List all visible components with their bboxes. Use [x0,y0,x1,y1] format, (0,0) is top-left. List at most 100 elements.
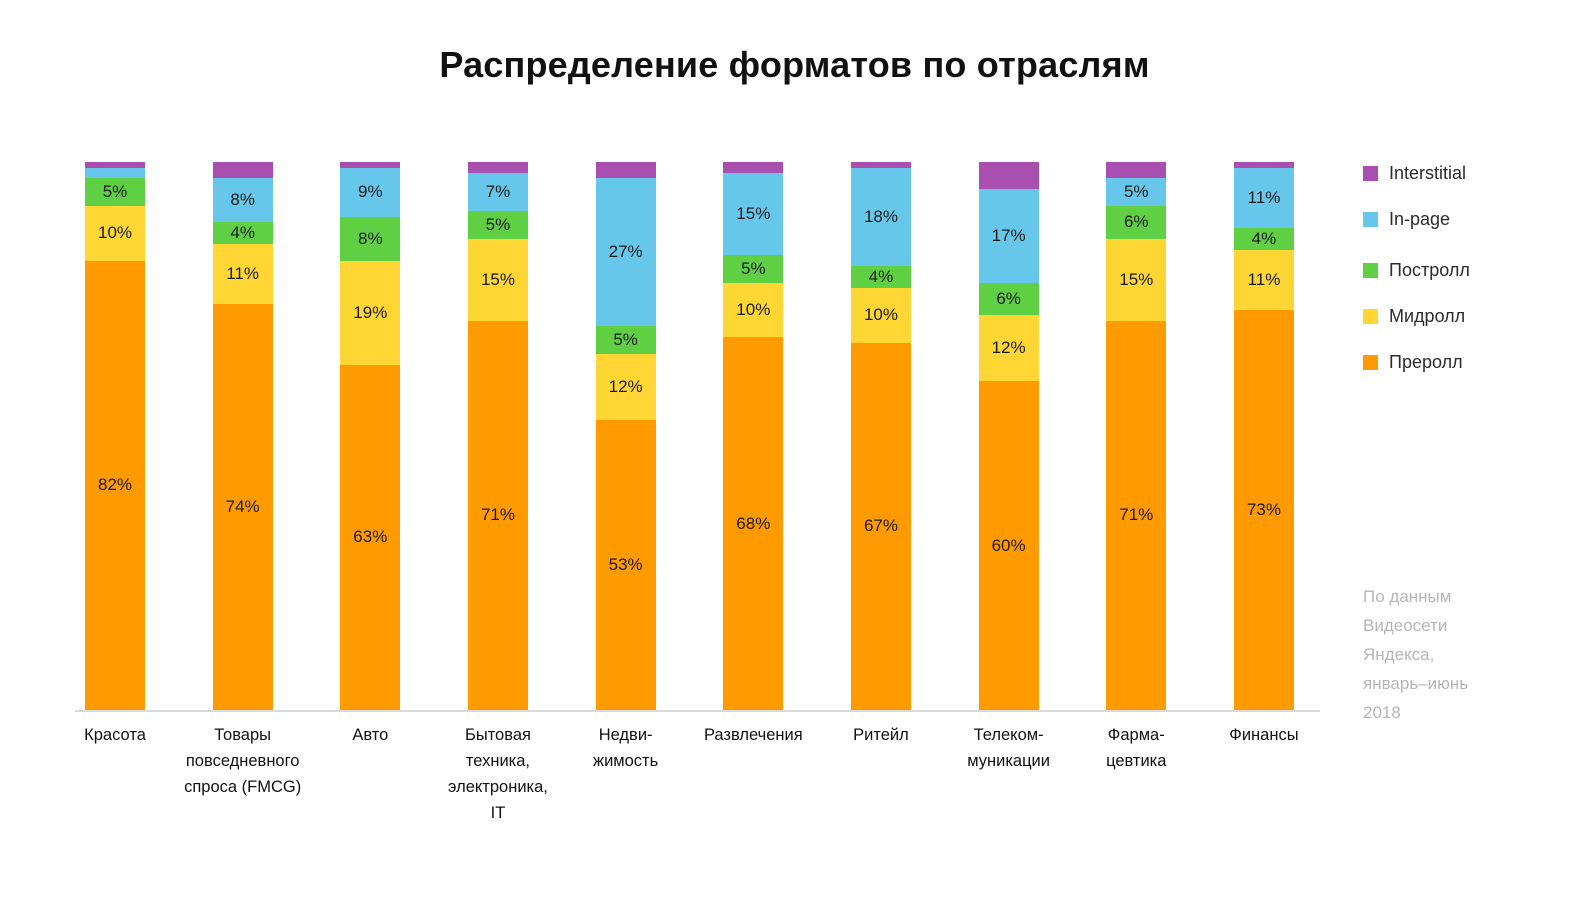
legend-item-preroll: Преролл [1363,347,1470,377]
plot-area: 82% 10% 5% 74% 11% 4% 8% 63% 19% 8% 9% 71% 15% 5% 7% 53… [75,162,1320,710]
legend-swatch-icon [1363,262,1378,278]
x-axis-label: Бытовая техника, электроника, IT [448,726,548,822]
bar-segment-postroll: 5% [723,255,784,283]
legend-label: Постролл [1389,259,1470,280]
bar-segment-midroll: 19% [340,260,401,365]
bar-segment-in-page: 5% [1106,178,1167,206]
x-axis-labels: Красота Товары повседневного спроса (FMCG… [75,722,1320,892]
bar-segment-interstitial [723,162,784,173]
bar-segment-in-page: 8% [212,178,273,223]
bar-segment-midroll: 10% [850,288,911,343]
segment-value-label: 10% [97,223,133,243]
segment-value-label: 6% [996,289,1021,309]
bar-segment-in-page: 27% [595,178,656,327]
bar-segment-interstitial [978,162,1039,190]
bar-segment-midroll: 10% [723,282,784,338]
x-axis-label: Товары повседневного спроса (FMCG) [184,726,302,796]
segment-value-label: 12% [991,338,1026,358]
bar-8: 60% 12% 6% 17% [978,162,1039,710]
bar-10: 73% 11% 4% 11% [1233,162,1294,710]
bar-segment-interstitial [467,162,528,173]
bar-segment-postroll: 5% [467,211,528,239]
bar-segment-in-page [85,167,145,179]
bar-1: 82% 10% 5% [85,162,145,710]
legend-swatch-icon [1363,354,1378,370]
x-axis-label: Телеком- муникации [967,726,1050,770]
x-axis-label: Развлечения [703,726,803,744]
bar-segment-in-page: 15% [723,173,784,256]
segment-value-label: 63% [353,527,388,547]
chart-title: Распределение форматов по отраслям [439,44,1150,85]
bar-5: 53% 12% 5% 27% [595,162,656,710]
bar-segment-midroll: 11% [212,244,273,305]
bar-4: 71% 15% 5% 7% [467,162,528,710]
legend-item-midroll: Мидролл [1363,301,1470,331]
segment-value-label: 71% [1119,505,1154,525]
segment-value-label: 74% [225,497,260,517]
bar-segment-in-page: 11% [1233,167,1294,228]
bar-segment-interstitial [1233,162,1294,168]
bar-segment-preroll: 68% [723,337,784,710]
segment-value-label: 18% [863,206,898,226]
x-axis-label: Ритейл [853,726,909,744]
bar-segment-midroll: 15% [467,238,528,321]
legend-group: Interstitial In-page [1363,158,1470,234]
segment-value-label: 10% [863,305,898,325]
bar-segment-postroll: 4% [212,222,273,245]
legend-label: Interstitial [1389,162,1467,183]
x-axis-label: Красота [84,726,146,744]
bar-segment-preroll: 53% [595,419,656,710]
legend-label: Преролл [1389,351,1463,372]
legend-label: Мидролл [1389,305,1466,326]
bar-6: 68% 10% 5% 15% [723,162,784,710]
segment-value-label: 11% [1247,269,1281,289]
bar-segment-interstitial [1106,162,1167,179]
bar-segment-in-page: 7% [467,172,528,212]
segment-value-label: 82% [97,475,133,495]
bar-segment-interstitial [212,162,273,179]
segment-value-label: 9% [358,182,383,202]
segment-value-label: 60% [991,535,1026,555]
segment-value-label: 73% [1246,499,1281,519]
bar-segment-in-page: 18% [850,167,911,267]
segment-value-label: 12% [608,376,643,396]
segment-value-label: 4% [230,223,255,243]
bar-segment-postroll: 8% [340,216,401,261]
segment-value-label: 5% [102,182,128,202]
segment-value-label: 68% [736,513,771,533]
bar-segment-interstitial [85,162,145,168]
bar-segment-postroll: 4% [1233,227,1294,250]
segment-value-label: 4% [868,267,894,287]
bar-segment-preroll: 67% [850,342,911,710]
bar-segment-preroll: 60% [978,381,1039,710]
legend-swatch-icon [1363,165,1378,181]
bar-segment-postroll: 6% [978,282,1039,316]
bar-segment-interstitial [850,162,911,168]
bar-segment-interstitial [595,162,656,179]
segment-value-label: 67% [863,516,898,536]
bar-segment-midroll: 15% [1106,238,1167,321]
bar-segment-preroll: 82% [85,260,145,710]
bar-segment-interstitial [340,162,401,168]
segment-value-label: 5% [741,258,766,278]
x-axis-line [75,710,1320,712]
segment-value-label: 19% [353,302,388,322]
segment-value-label: 11% [226,264,260,284]
segment-value-label: 53% [608,554,643,574]
source-note: По данным Видеосети Яндекса, январь–июнь… [1363,587,1469,722]
legend-item-in-page: In-page [1363,204,1470,234]
x-axis-label: Фарма- цевтика [1106,726,1167,770]
legend-label: In-page [1389,208,1451,229]
legend-item-postroll: Постролл [1363,255,1470,285]
bar-segment-preroll: 74% [212,304,273,710]
bar-segment-midroll: 11% [1233,249,1294,310]
segment-value-label: 7% [485,182,511,202]
bar-segment-postroll: 5% [595,326,656,354]
bar-segment-midroll: 12% [978,315,1039,382]
bar-2: 74% 11% 4% 8% [212,162,273,710]
bar-segment-postroll: 4% [850,266,911,289]
x-axis-label: Авто [352,726,389,744]
bar-segment-preroll: 73% [1233,309,1294,710]
segment-value-label: 15% [480,269,515,289]
